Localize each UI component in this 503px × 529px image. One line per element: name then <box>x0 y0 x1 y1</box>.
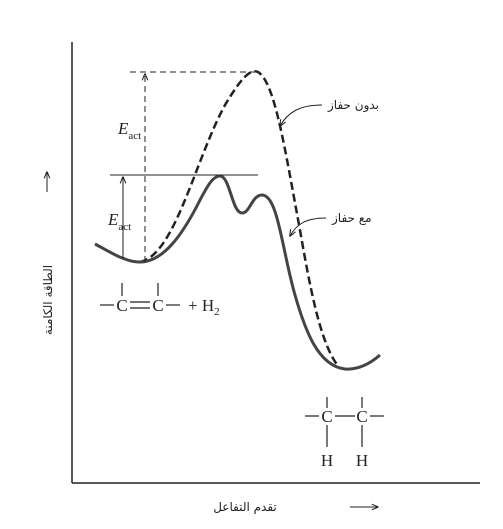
product-bonds <box>305 397 384 447</box>
reactant-bonds <box>100 283 180 309</box>
eact-label: Eact <box>107 210 131 233</box>
catalyzed-curve <box>94 174 381 371</box>
subscript: 2 <box>214 306 220 318</box>
y-label: الطاقة الكامنة <box>41 265 55 335</box>
atom: C <box>356 407 367 426</box>
atom: C <box>321 407 332 426</box>
curve-label-uncatalyzed: بدون حفاز <box>327 98 379 113</box>
eact-label: Eact <box>117 119 141 142</box>
eact-symbol: E <box>107 210 119 229</box>
x-label: تقدم التفاعل <box>213 500 277 514</box>
leader-catalyzed <box>290 217 327 236</box>
eact-symbol: E <box>117 119 129 138</box>
eact-subscript: act <box>118 221 131 233</box>
leader-uncatalyzed <box>280 104 323 126</box>
reactant-plus: + H2 <box>188 296 220 318</box>
curve-label-catalyzed: مع حفاز <box>331 211 372 226</box>
uncatalyzed-curve <box>139 70 339 367</box>
atom: C <box>152 296 163 315</box>
hydrogen: + H <box>188 296 214 315</box>
atom: H <box>321 451 333 470</box>
atom: C <box>116 296 127 315</box>
atom: H <box>356 451 368 470</box>
eact-subscript: act <box>128 130 141 142</box>
